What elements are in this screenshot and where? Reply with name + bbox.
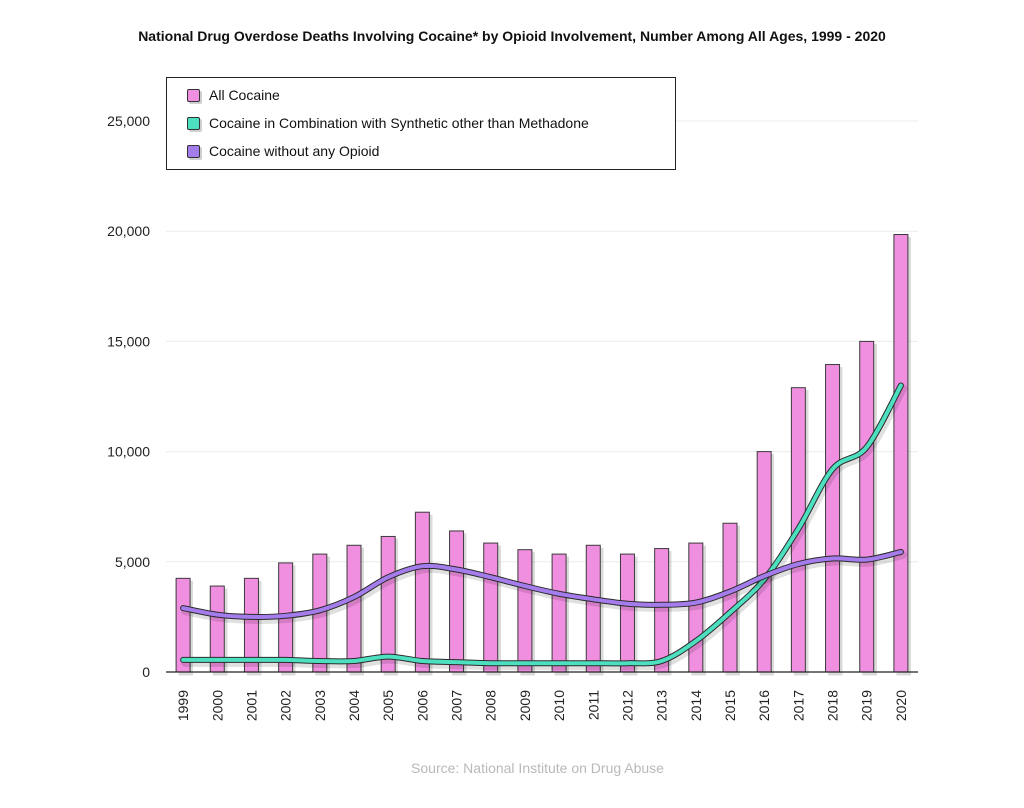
bar bbox=[380, 535, 396, 673]
legend-swatch-cocaine-synthetic bbox=[187, 116, 200, 130]
x-tick-label: 2007 bbox=[449, 690, 465, 721]
bar bbox=[346, 544, 362, 673]
x-tick-label: 2000 bbox=[209, 690, 225, 721]
y-tick-label: 15,000 bbox=[107, 333, 150, 349]
legend-label-all-cocaine: All Cocaine bbox=[209, 87, 280, 103]
y-tick-label: 25,000 bbox=[107, 113, 150, 129]
y-tick-label: 20,000 bbox=[107, 223, 150, 239]
chart-title: National Drug Overdose Deaths Involving … bbox=[138, 28, 886, 44]
legend-swatch-all-cocaine bbox=[187, 88, 200, 102]
bar bbox=[859, 340, 875, 673]
x-tick-label: 2008 bbox=[483, 690, 499, 721]
bar bbox=[585, 544, 601, 673]
y-tick-label: 0 bbox=[142, 664, 150, 680]
x-tick-label: 2003 bbox=[312, 690, 328, 721]
legend: All Cocaine Cocaine in Combination with … bbox=[166, 77, 676, 170]
legend-label-cocaine-no-opioid: Cocaine without any Opioid bbox=[209, 143, 380, 159]
x-tick-label: 2001 bbox=[243, 690, 259, 721]
bar bbox=[756, 451, 772, 673]
legend-item-cocaine-synthetic: Cocaine in Combination with Synthetic ot… bbox=[187, 113, 589, 133]
legend-label-cocaine-synthetic: Cocaine in Combination with Synthetic ot… bbox=[209, 115, 589, 131]
bar bbox=[825, 364, 841, 673]
x-tick-label: 2019 bbox=[859, 690, 875, 721]
x-tick-label: 2017 bbox=[790, 690, 806, 721]
source-note: Source: National Institute on Drug Abuse bbox=[411, 760, 664, 776]
x-tick-label: 2016 bbox=[756, 690, 772, 721]
x-tick-label: 2006 bbox=[414, 690, 430, 721]
bar bbox=[483, 542, 499, 673]
x-tick-label: 2005 bbox=[380, 690, 396, 721]
x-tick-label: 2018 bbox=[825, 690, 841, 721]
x-tick-label: 2015 bbox=[722, 690, 738, 721]
no-opioid-line bbox=[181, 549, 903, 619]
x-tick-label: 2002 bbox=[278, 690, 294, 721]
x-tick-label: 2010 bbox=[551, 690, 567, 721]
legend-item-all-cocaine: All Cocaine bbox=[187, 85, 280, 105]
x-tick-label: 2013 bbox=[654, 690, 670, 721]
x-tick-label: 2020 bbox=[893, 690, 909, 721]
bar bbox=[551, 553, 567, 673]
bar bbox=[449, 530, 465, 673]
bar bbox=[414, 511, 430, 673]
x-tick-label: 2014 bbox=[688, 690, 704, 721]
x-tick-label: 2009 bbox=[517, 690, 533, 721]
bar bbox=[517, 549, 533, 673]
legend-swatch-cocaine-no-opioid bbox=[187, 144, 200, 158]
x-tick-label: 2004 bbox=[346, 690, 362, 721]
bar bbox=[893, 234, 909, 673]
y-tick-label: 5,000 bbox=[115, 554, 150, 570]
x-tick-label: 2012 bbox=[619, 690, 635, 721]
bar bbox=[619, 553, 635, 673]
legend-item-cocaine-no-opioid: Cocaine without any Opioid bbox=[187, 141, 379, 161]
synthetic-line bbox=[181, 383, 903, 666]
y-tick-label: 10,000 bbox=[107, 444, 150, 460]
x-tick-label: 2011 bbox=[585, 690, 601, 720]
x-tick-label: 1999 bbox=[175, 690, 191, 721]
